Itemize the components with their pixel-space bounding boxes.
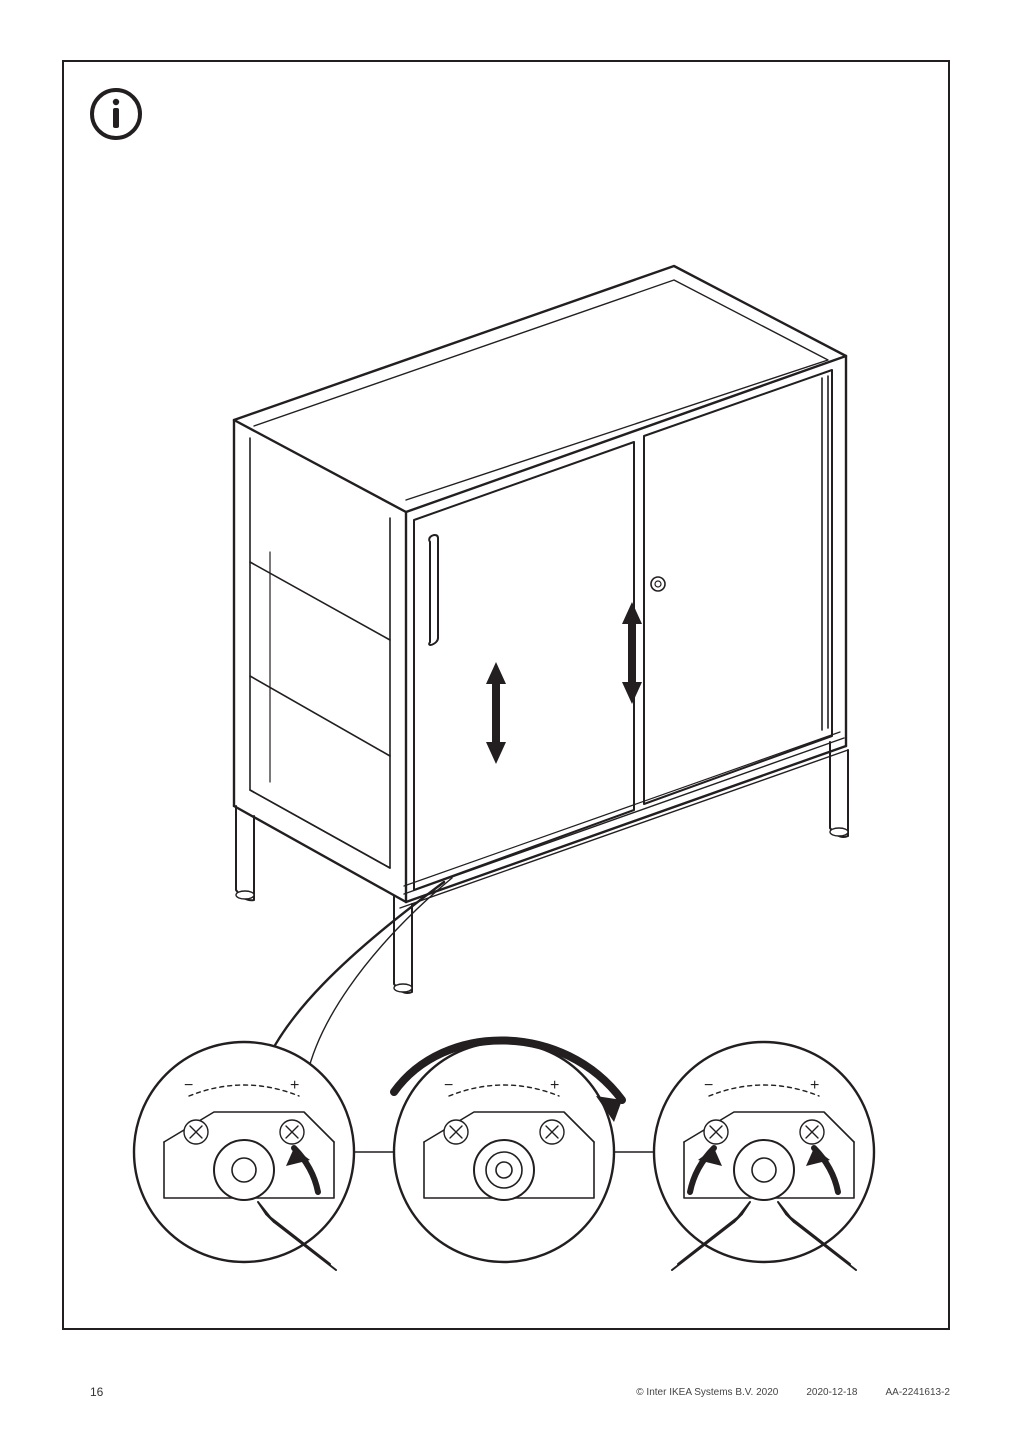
- page-number: 16: [90, 1385, 103, 1399]
- sliding-door-right: [644, 370, 832, 804]
- svg-text:−: −: [444, 1077, 453, 1094]
- sliding-door-left: [414, 442, 634, 890]
- doc-id: AA-2241613-2: [886, 1387, 951, 1398]
- svg-text:+: +: [550, 1077, 559, 1094]
- doc-date: 2020-12-18: [806, 1387, 857, 1398]
- info-icon: [88, 86, 144, 142]
- cabinet-assembly-diagram: − +: [104, 202, 912, 1282]
- copyright: © Inter IKEA Systems B.V. 2020: [636, 1387, 778, 1398]
- page-footer: 16 © Inter IKEA Systems B.V. 2020 2020-1…: [62, 1382, 950, 1402]
- cabinet: [234, 266, 848, 993]
- svg-text:−: −: [184, 1077, 193, 1094]
- detail-circles: − +: [134, 1040, 874, 1270]
- svg-text:+: +: [290, 1077, 299, 1094]
- detail-1: − +: [134, 1042, 354, 1270]
- detail-2: − +: [394, 1040, 622, 1262]
- page-frame: − +: [62, 60, 950, 1330]
- svg-text:−: −: [704, 1077, 713, 1094]
- detail-3: − +: [654, 1042, 874, 1270]
- svg-text:+: +: [810, 1077, 819, 1094]
